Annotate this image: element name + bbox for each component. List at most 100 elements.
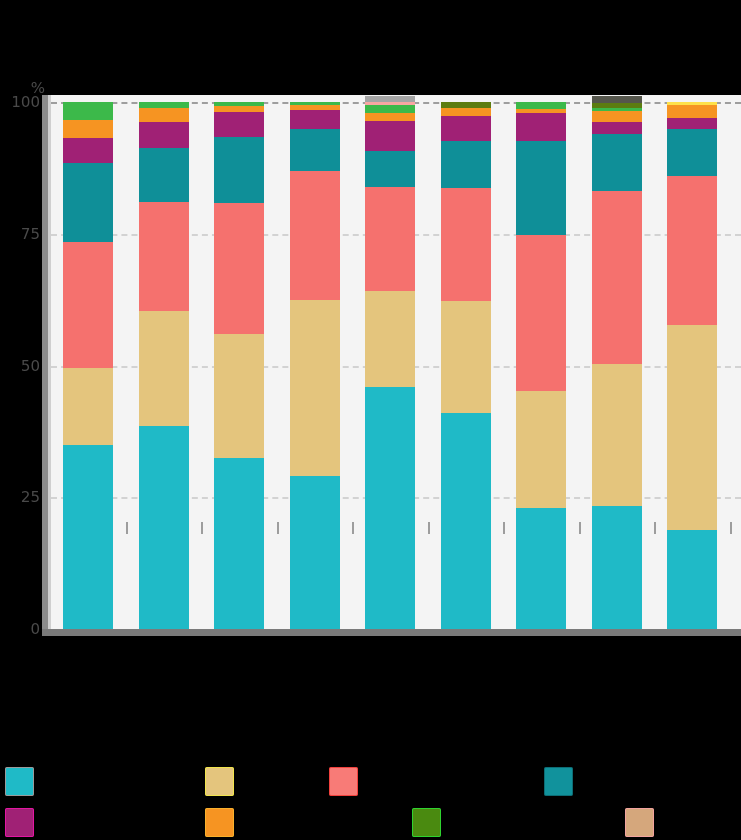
x-axis-tick-8 bbox=[654, 522, 657, 534]
bar-4-segment-cyan bbox=[289, 476, 340, 629]
bar-1-segment-cyan bbox=[63, 444, 113, 629]
bar-9-segment-purple bbox=[667, 118, 717, 129]
bar-5-segment-orange bbox=[365, 113, 415, 122]
bar-8-segment-olive bbox=[591, 102, 642, 109]
bar-6-segment-dark-teal bbox=[440, 141, 491, 189]
bar-3-segment-dark-teal bbox=[214, 137, 264, 204]
bar-7-segment-red bbox=[516, 234, 566, 391]
stacked-bar-6 bbox=[440, 102, 491, 629]
legend-swatch-1 bbox=[5, 767, 34, 796]
stacked-bar-4 bbox=[289, 102, 340, 629]
bar-5-segment-gray bbox=[365, 95, 415, 103]
y-axis-unit-label: % bbox=[30, 79, 45, 97]
legend-item-4 bbox=[544, 767, 581, 796]
bar-9-segment-orange bbox=[667, 105, 717, 119]
bar-4-segment-green bbox=[289, 102, 340, 105]
legend-item-1 bbox=[5, 767, 42, 796]
legend-swatch-7 bbox=[412, 808, 441, 837]
bar-5-segment-cyan bbox=[365, 386, 415, 629]
bar-5-segment-salmon bbox=[365, 102, 415, 105]
bar-7-segment-dark-teal bbox=[516, 140, 566, 235]
bar-2-segment-orange bbox=[138, 108, 189, 122]
y-tick-label-25: 25 bbox=[20, 488, 40, 507]
stacked-bar-5 bbox=[365, 95, 415, 629]
x-axis-tick-9 bbox=[729, 522, 732, 534]
x-axis-tick-4 bbox=[352, 522, 355, 534]
stacked-bar-8 bbox=[591, 95, 642, 629]
bar-3-segment-purple bbox=[214, 111, 264, 138]
legend-item-5 bbox=[5, 808, 42, 837]
plot-area bbox=[51, 95, 741, 629]
bar-2-segment-dark-teal bbox=[138, 147, 189, 202]
legend-item-7 bbox=[412, 808, 449, 837]
bar-6-segment-orange bbox=[440, 107, 491, 117]
legend-item-6 bbox=[205, 808, 242, 837]
x-axis-tick-1 bbox=[125, 522, 128, 534]
x-axis-tick-7 bbox=[578, 522, 581, 534]
bar-1-segment-dark-teal bbox=[63, 162, 113, 242]
bar-2-segment-tan bbox=[138, 311, 189, 427]
bar-5-segment-tan bbox=[365, 291, 415, 387]
bar-3-segment-tan bbox=[214, 333, 264, 458]
legend-item-8 bbox=[625, 808, 662, 837]
x-axis-tick-2 bbox=[201, 522, 204, 534]
bar-4-segment-tan bbox=[289, 299, 340, 477]
bar-6-segment-olive bbox=[440, 102, 491, 108]
legend-swatch-3 bbox=[329, 767, 358, 796]
bar-8-segment-dark-teal bbox=[591, 134, 642, 192]
y-tick-label-75: 75 bbox=[20, 224, 40, 243]
bar-3-segment-green bbox=[214, 102, 264, 106]
stacked-bar-9 bbox=[667, 102, 717, 629]
bar-7-segment-tan bbox=[516, 390, 566, 509]
bar-8-segment-orange bbox=[591, 111, 642, 122]
bar-9-segment-yellow bbox=[667, 102, 717, 106]
bar-1-segment-green bbox=[63, 102, 113, 120]
bar-5-segment-green bbox=[365, 104, 415, 114]
bar-3-segment-red bbox=[214, 203, 264, 334]
y-tick-label-100: 100 bbox=[11, 93, 40, 111]
bar-7-segment-green bbox=[516, 102, 566, 110]
x-axis-tick-6 bbox=[503, 522, 506, 534]
y-tick-label-50: 50 bbox=[20, 356, 40, 375]
bar-4-segment-purple bbox=[289, 109, 340, 130]
bar-7-segment-cyan bbox=[516, 508, 566, 629]
bar-6-segment-cyan bbox=[440, 412, 491, 629]
x-axis-tick-3 bbox=[276, 522, 279, 534]
bar-6-segment-red bbox=[440, 188, 491, 301]
stacked-bar-1 bbox=[63, 102, 113, 629]
bar-9-segment-tan bbox=[667, 324, 717, 531]
bar-2-segment-green bbox=[138, 102, 189, 109]
bar-6-segment-purple bbox=[440, 116, 491, 142]
bar-5-segment-red bbox=[365, 186, 415, 292]
legend-swatch-6 bbox=[205, 808, 234, 837]
x-axis-tick-5 bbox=[427, 522, 430, 534]
bar-9-segment-cyan bbox=[667, 530, 717, 629]
bar-4-segment-red bbox=[289, 170, 340, 300]
bar-8-segment-tan bbox=[591, 363, 642, 506]
legend-swatch-2 bbox=[205, 767, 234, 796]
bar-2-segment-purple bbox=[138, 121, 189, 148]
bar-4-segment-orange bbox=[289, 104, 340, 110]
bar-8-segment-cyan bbox=[591, 505, 642, 629]
legend-swatch-5 bbox=[5, 808, 34, 837]
bar-4-segment-dark-teal bbox=[289, 129, 340, 171]
bar-8-segment-green bbox=[591, 108, 642, 112]
bar-9-segment-red bbox=[667, 175, 717, 325]
legend-item-3 bbox=[329, 767, 366, 796]
stacked-bar-3 bbox=[214, 102, 264, 629]
bar-6-segment-tan bbox=[440, 300, 491, 413]
bar-5-segment-dark-teal bbox=[365, 151, 415, 187]
y-tick-label-0: 0 bbox=[30, 620, 40, 638]
bar-7-segment-purple bbox=[516, 113, 566, 141]
x-axis-spine bbox=[42, 629, 741, 636]
legend-item-2 bbox=[205, 767, 242, 796]
bar-2-segment-red bbox=[138, 201, 189, 312]
stacked-bar-7 bbox=[516, 102, 566, 629]
legend-swatch-4 bbox=[544, 767, 573, 796]
bar-3-segment-cyan bbox=[214, 457, 264, 629]
legend-swatch-8 bbox=[625, 808, 654, 837]
bar-1-segment-orange bbox=[63, 119, 113, 139]
stacked-bar-2 bbox=[138, 102, 189, 629]
bar-2-segment-cyan bbox=[138, 426, 189, 629]
